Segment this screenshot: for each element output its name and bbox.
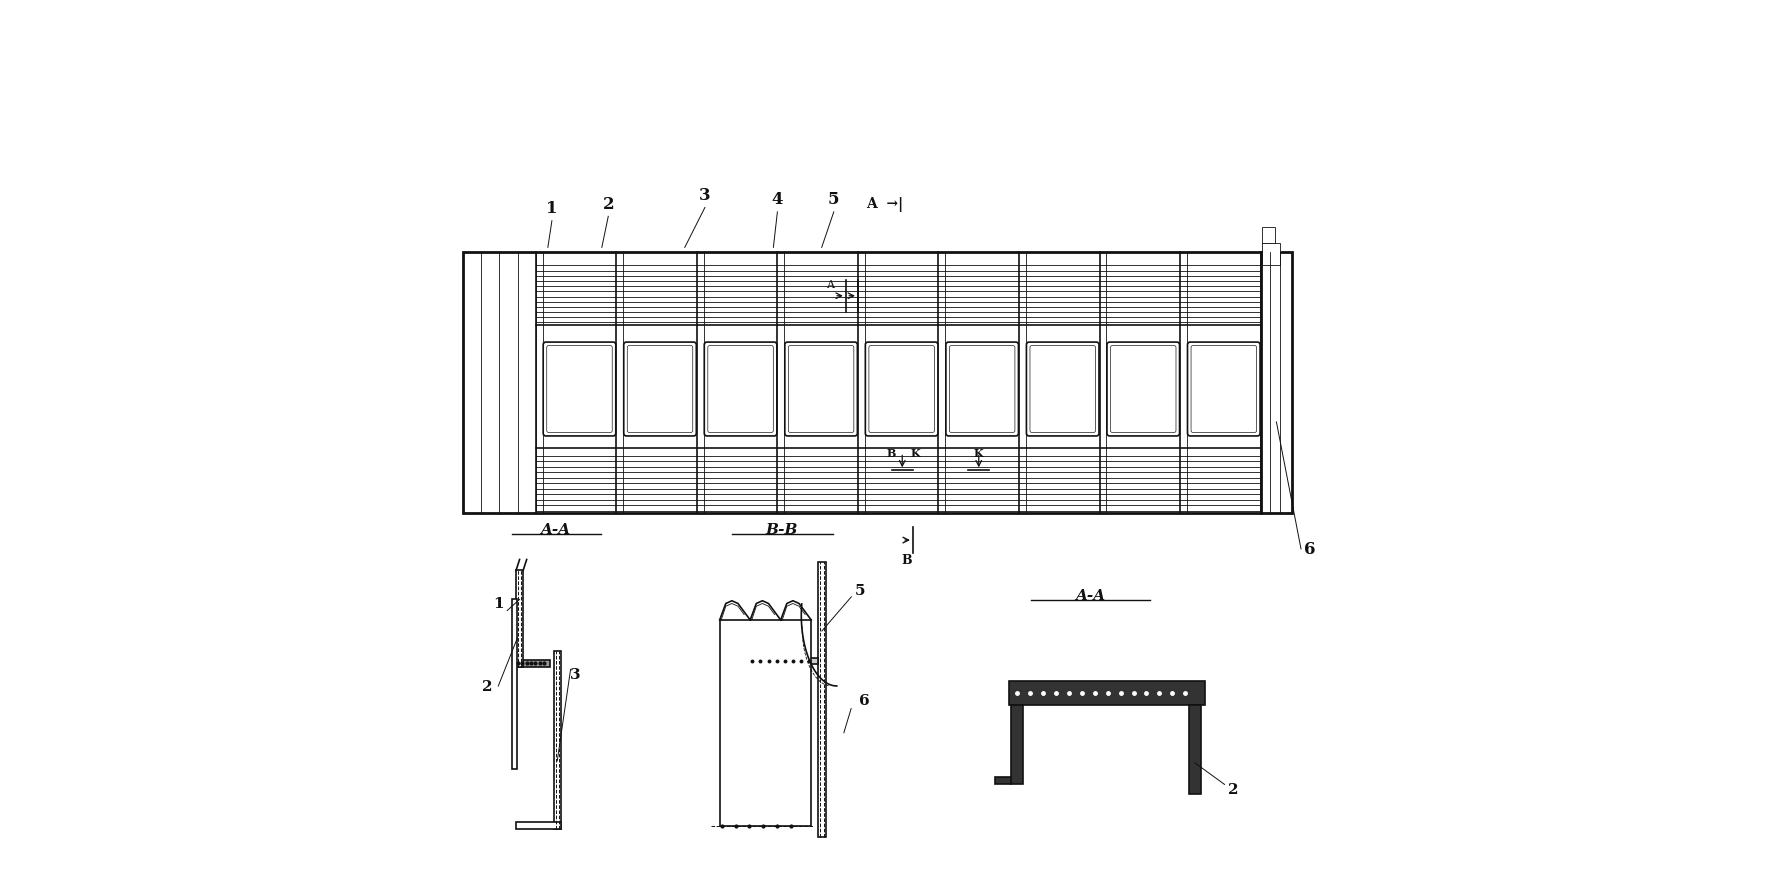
Text: A-A: A-A [539, 522, 570, 536]
FancyBboxPatch shape [1031, 346, 1095, 433]
FancyBboxPatch shape [543, 343, 616, 437]
Text: B: B [888, 447, 897, 458]
Bar [516, 660, 550, 667]
Bar [554, 652, 561, 829]
FancyBboxPatch shape [950, 346, 1014, 433]
Text: 5: 5 [855, 583, 866, 597]
Text: A-A: A-A [1075, 588, 1106, 602]
Text: 1: 1 [547, 199, 557, 217]
FancyBboxPatch shape [1188, 343, 1261, 437]
Text: 2: 2 [602, 195, 614, 213]
Bar [1009, 681, 1206, 705]
Text: K: K [973, 447, 984, 458]
FancyBboxPatch shape [1107, 343, 1179, 437]
FancyBboxPatch shape [627, 346, 693, 433]
Text: K: K [911, 447, 920, 458]
Bar [1011, 705, 1023, 784]
Bar [720, 620, 811, 827]
Bar [1263, 228, 1275, 244]
FancyBboxPatch shape [784, 343, 857, 437]
Text: 3: 3 [698, 186, 711, 204]
FancyBboxPatch shape [707, 346, 773, 433]
FancyBboxPatch shape [1191, 346, 1257, 433]
Text: 1: 1 [493, 597, 504, 610]
Bar [995, 777, 1011, 784]
Text: 5: 5 [829, 190, 839, 208]
Text: 6: 6 [859, 693, 870, 707]
Bar [516, 822, 561, 829]
Bar [1189, 705, 1200, 794]
FancyBboxPatch shape [547, 346, 613, 433]
Bar [1263, 244, 1279, 266]
FancyBboxPatch shape [947, 343, 1018, 437]
Text: B: B [902, 554, 913, 566]
Text: 2: 2 [482, 680, 493, 693]
FancyBboxPatch shape [623, 343, 697, 437]
Bar [516, 571, 523, 667]
FancyBboxPatch shape [788, 346, 854, 433]
FancyBboxPatch shape [704, 343, 777, 437]
Text: A: A [825, 280, 834, 290]
FancyBboxPatch shape [870, 346, 934, 433]
Bar [750, 658, 818, 664]
FancyBboxPatch shape [1111, 346, 1175, 433]
Text: 4: 4 [772, 190, 782, 208]
FancyBboxPatch shape [1027, 343, 1098, 437]
Text: A  →|: A →| [866, 197, 904, 211]
Text: 2: 2 [1229, 782, 1239, 796]
Text: B-B: B-B [764, 522, 798, 536]
Bar [513, 599, 518, 769]
Bar [818, 563, 827, 837]
Text: 3: 3 [570, 667, 580, 681]
FancyBboxPatch shape [866, 343, 938, 437]
Bar [463, 253, 1291, 514]
Text: 6: 6 [1304, 540, 1314, 558]
